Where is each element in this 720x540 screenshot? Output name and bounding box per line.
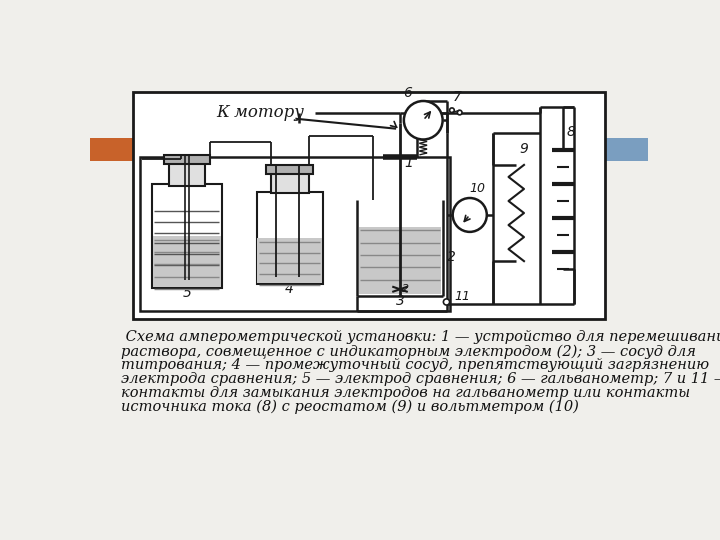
Bar: [163, 155, 210, 164]
Text: 4: 4: [284, 282, 294, 296]
Text: 11: 11: [454, 289, 470, 302]
Bar: [90, 138, 132, 161]
Circle shape: [404, 101, 443, 139]
Bar: [153, 236, 221, 287]
Text: 2: 2: [446, 250, 455, 264]
Text: К мотору: К мотору: [217, 104, 305, 121]
Text: 9: 9: [520, 143, 528, 157]
Text: раствора, совмещенное с индикаторным электродом (2); 3 — сосуд для: раствора, совмещенное с индикаторным эле…: [121, 345, 696, 359]
Bar: [359, 226, 441, 294]
Text: 5: 5: [182, 286, 192, 300]
Text: источника тока (8) с реостатом (9) и вольтметром (10): источника тока (8) с реостатом (9) и вол…: [121, 400, 579, 414]
Bar: [256, 192, 323, 284]
Bar: [258, 238, 322, 284]
Text: 1: 1: [404, 156, 413, 170]
Bar: [266, 165, 313, 174]
Circle shape: [444, 299, 449, 305]
Bar: [606, 138, 648, 161]
Text: 7: 7: [453, 90, 462, 104]
Circle shape: [457, 110, 462, 115]
Text: Схема амперометрической установки: 1 — устройство для перемешивания: Схема амперометрической установки: 1 — у…: [121, 330, 720, 345]
Text: 8: 8: [566, 125, 575, 139]
Circle shape: [453, 198, 487, 232]
Text: 6: 6: [403, 86, 412, 100]
Text: 3: 3: [395, 294, 405, 308]
Text: 2: 2: [402, 284, 410, 294]
Bar: [140, 157, 451, 311]
Bar: [132, 92, 606, 319]
Text: титрования; 4 — промежуточный сосуд, препятствующий загрязнению: титрования; 4 — промежуточный сосуд, пре…: [121, 358, 709, 372]
Text: электрода сравнения; 5 — электрод сравнения; 6 — гальванометр; 7 и 11 —: электрода сравнения; 5 — электрод сравне…: [121, 372, 720, 386]
Text: контакты для замыкания электродов на гальванометр или контакты: контакты для замыкания электродов на гал…: [121, 386, 690, 400]
Bar: [271, 173, 309, 193]
Bar: [152, 184, 222, 288]
Circle shape: [449, 108, 454, 112]
Bar: [169, 163, 204, 186]
Text: 10: 10: [469, 182, 485, 195]
